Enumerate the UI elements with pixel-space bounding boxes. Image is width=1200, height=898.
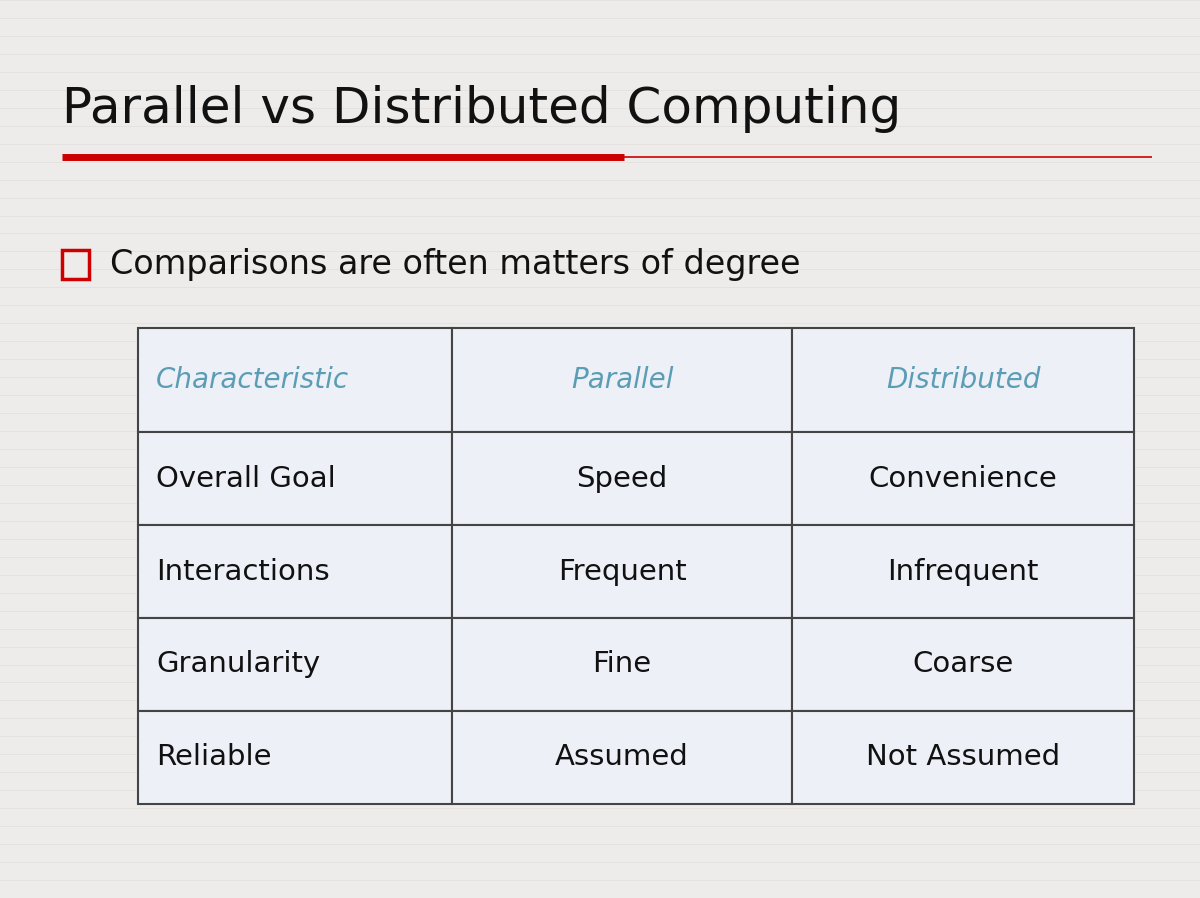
Text: Distributed: Distributed	[886, 366, 1040, 394]
Bar	[792, 711, 1134, 804]
Text: Interactions: Interactions	[156, 558, 330, 585]
Text: Overall Goal: Overall Goal	[156, 465, 336, 493]
Bar	[792, 525, 1134, 618]
Text: Convenience: Convenience	[869, 465, 1057, 493]
Bar	[138, 328, 451, 433]
Text: Assumed: Assumed	[556, 744, 689, 771]
Bar	[451, 525, 792, 618]
Text: Parallel vs Distributed Computing: Parallel vs Distributed Computing	[62, 85, 901, 133]
Text: Parallel: Parallel	[571, 366, 673, 394]
Text: Speed: Speed	[576, 465, 667, 493]
Text: Frequent: Frequent	[558, 558, 686, 585]
Bar	[792, 618, 1134, 711]
Text: Fine: Fine	[593, 650, 652, 679]
Bar	[451, 618, 792, 711]
Bar	[138, 711, 451, 804]
Bar	[138, 525, 451, 618]
FancyBboxPatch shape	[62, 250, 89, 279]
Text: Comparisons are often matters of degree: Comparisons are often matters of degree	[110, 248, 800, 281]
Bar	[451, 328, 792, 433]
Text: Infrequent: Infrequent	[888, 558, 1039, 585]
Bar	[138, 433, 451, 525]
Bar	[451, 433, 792, 525]
Text: Not Assumed: Not Assumed	[866, 744, 1061, 771]
Bar	[451, 711, 792, 804]
Text: Coarse: Coarse	[912, 650, 1014, 679]
Text: Characteristic: Characteristic	[156, 366, 349, 394]
Bar	[138, 618, 451, 711]
Text: Granularity: Granularity	[156, 650, 320, 679]
Bar	[792, 328, 1134, 433]
Bar	[792, 433, 1134, 525]
Text: Reliable: Reliable	[156, 744, 271, 771]
